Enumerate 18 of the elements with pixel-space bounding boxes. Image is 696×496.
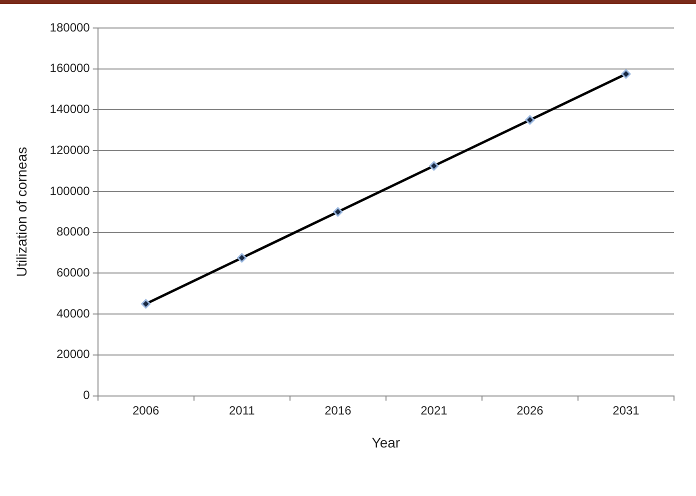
y-tick-label: 80000	[56, 224, 90, 239]
y-tick-label: 140000	[50, 102, 90, 116]
x-tick-label: 2031	[612, 403, 640, 418]
y-axis-title: Utilization of corneas	[13, 146, 30, 277]
x-tick-label: 2026	[516, 403, 544, 418]
y-tick-label: 160000	[50, 61, 90, 76]
y-tick-label: 100000	[50, 184, 90, 198]
y-tick-label: 180000	[50, 20, 90, 34]
x-axis-title: Year	[372, 434, 400, 450]
y-tick-label: 20000	[56, 347, 90, 362]
y-tick-label: 60000	[56, 266, 90, 280]
x-tick-label: 2006	[132, 403, 160, 418]
x-tick-label: 2011	[228, 403, 256, 418]
x-tick-label: 2016	[324, 403, 352, 418]
y-tick-label: 0	[83, 388, 90, 402]
y-tick-label: 40000	[56, 306, 90, 320]
x-tick-label: 2021	[420, 403, 448, 418]
y-tick-label: 120000	[50, 142, 90, 157]
